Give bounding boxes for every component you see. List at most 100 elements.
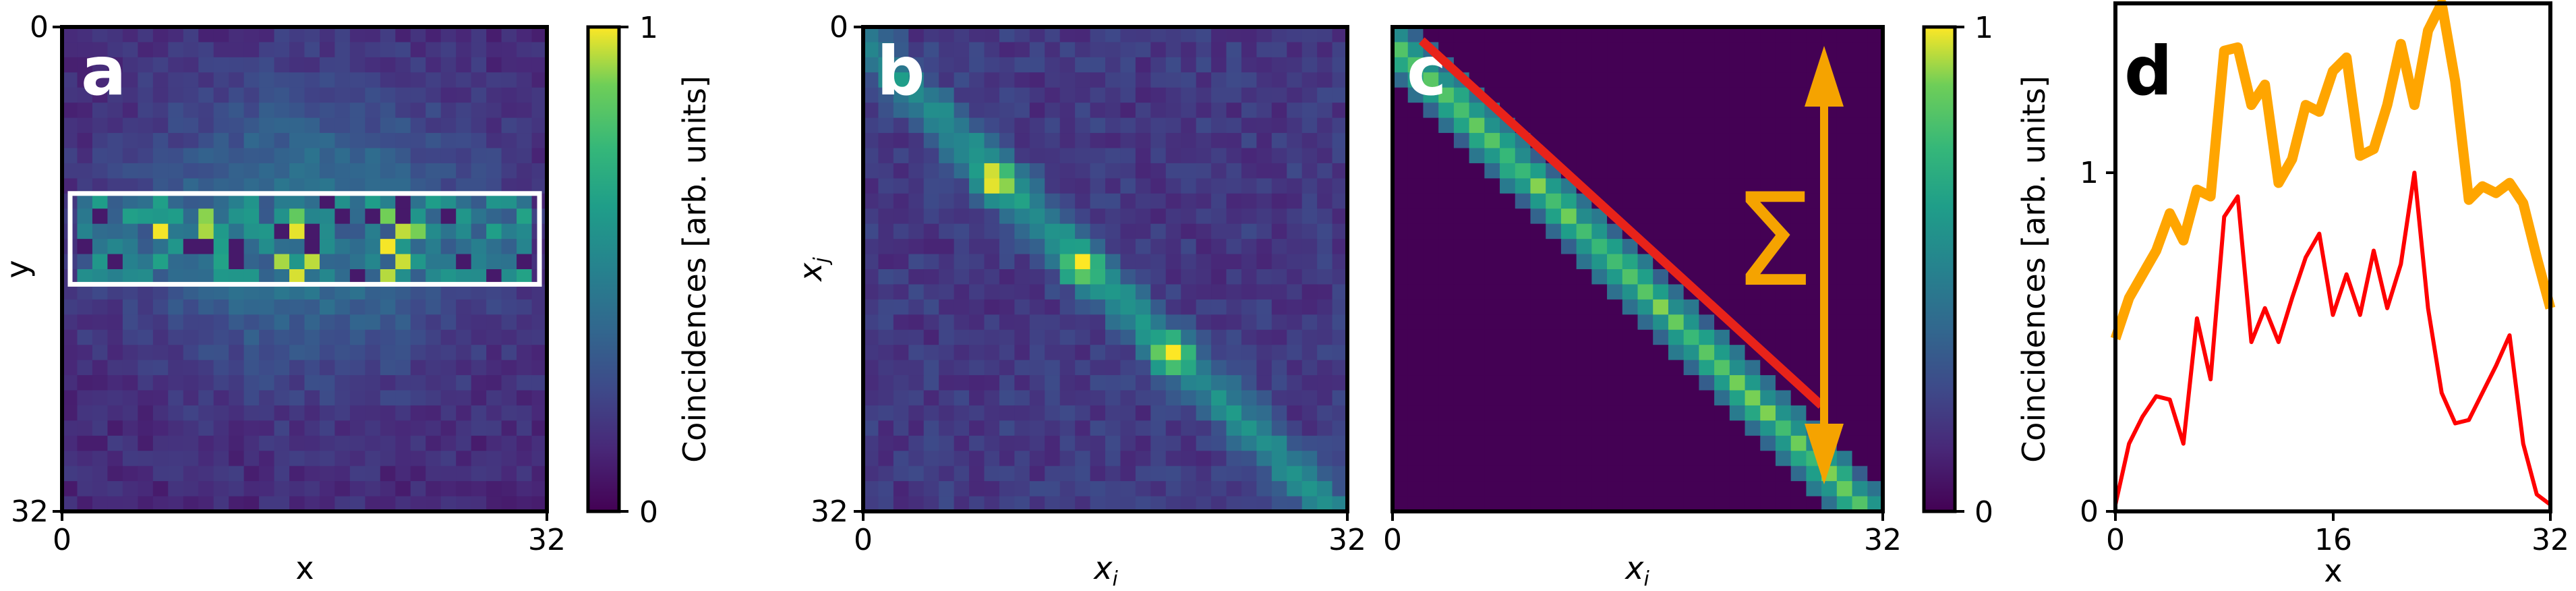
heatmap-c-cell [1560, 481, 1577, 497]
heatmap-a-cell [471, 133, 487, 149]
heatmap-a-cell [517, 87, 533, 103]
heatmap-c-cell [1867, 496, 1883, 512]
heatmap-b-cell [999, 345, 1015, 361]
heatmap-a-cell [380, 299, 396, 315]
heatmap-b-cell [1150, 208, 1167, 225]
heatmap-c-cell [1729, 163, 1746, 179]
heatmap-a-cell [138, 193, 154, 209]
heatmap-a-cell [471, 329, 487, 345]
heatmap-a-cell [107, 345, 123, 361]
heatmap-b-cell [969, 481, 985, 497]
heatmap-b-cell [1256, 178, 1272, 194]
heatmap-c-cell [1836, 42, 1853, 58]
heatmap-c-cell [1469, 27, 1485, 43]
heatmap-a-cell [471, 57, 487, 73]
heatmap-b-cell [1105, 178, 1121, 194]
heatmap-c-cell [1714, 481, 1730, 497]
heatmap-c-cell [1745, 314, 1761, 331]
heatmap-b-cell [908, 299, 925, 315]
heatmap-b-cell [1105, 314, 1121, 331]
heatmap-b-cell [1135, 223, 1151, 240]
heatmap-c-cell [1729, 103, 1746, 119]
heatmap-a-cell [426, 208, 442, 225]
heatmap-a-cell [304, 314, 320, 331]
heatmap-a-cell [501, 193, 517, 209]
heatmap-c-cell [1668, 329, 1685, 345]
heatmap-a-cell [168, 208, 184, 225]
heatmap-a-cell [410, 148, 426, 164]
heatmap-b-cell [893, 208, 909, 225]
heatmap-b-cell [984, 117, 1000, 134]
heatmap-c-cell [1668, 345, 1685, 361]
heatmap-c-cell [1607, 345, 1623, 361]
heatmap-a-cell [213, 103, 229, 119]
heatmap-a-cell [243, 239, 260, 255]
heatmap-c-cell [1653, 420, 1669, 437]
panel-a: a 0 32 0 32 x y [0, 10, 566, 586]
heatmap-a-cell [517, 117, 533, 134]
heatmap-a-cell [213, 193, 229, 209]
heatmap-c-cell [1407, 314, 1424, 331]
heatmap-a-cell [410, 193, 426, 209]
heatmap-c-cell [1546, 42, 1562, 58]
heatmap-b-cell [1059, 481, 1076, 497]
heatmap-a-cell [365, 193, 381, 209]
heatmap-b-cell [1045, 269, 1061, 285]
heatmap-b-cell [1271, 27, 1287, 43]
heatmap-b-cell [1256, 466, 1272, 482]
heatmap-c-cell [1836, 27, 1853, 43]
heatmap-b-cell [1045, 466, 1061, 482]
heatmap-a-cell [380, 239, 396, 255]
heatmap-c-cell [1546, 405, 1562, 421]
heatmap-a-cell [213, 208, 229, 225]
heatmap-c-cell [1806, 193, 1822, 209]
heatmap-a-cell [152, 27, 169, 43]
heatmap-b-cell [954, 284, 970, 300]
heatmap-b-cell [939, 345, 955, 361]
heatmap-c-cell [1423, 284, 1439, 300]
heatmap-b-cell [1181, 223, 1197, 240]
heatmap-a-cell [501, 435, 517, 451]
heatmap-c-cell [1683, 178, 1699, 194]
heatmap-a-cell [183, 466, 199, 482]
red-series-line [2113, 171, 2552, 507]
heatmap-a-cell [531, 451, 548, 467]
heatmap-c-cell [1622, 284, 1639, 300]
heatmap-b-cell [1332, 345, 1348, 361]
heatmap-b-cell [954, 299, 970, 315]
heatmap-c-cell [1515, 466, 1531, 482]
heatmap-b-cell [999, 390, 1015, 406]
heatmap-c-cell [1530, 163, 1546, 179]
heatmap-c-cell [1453, 87, 1470, 103]
heatmap-b-cell [1105, 481, 1121, 497]
heatmap-b-cell [1075, 345, 1091, 361]
heatmap-b-cell [984, 163, 1000, 179]
heatmap-b-cell [1075, 390, 1091, 406]
heatmap-b-cell [1317, 133, 1333, 149]
heatmap-a-cell [349, 496, 365, 512]
heatmap-c-cell [1668, 496, 1685, 512]
heatmap-a-cell [92, 329, 109, 345]
heatmap-b-cell [954, 103, 970, 119]
heatmap-c-cell [1453, 27, 1470, 43]
heatmap-a-cell [395, 239, 411, 255]
heatmap-b-cell [1181, 163, 1197, 179]
heatmap-a-cell [62, 405, 78, 421]
heatmap-c-cell [1515, 42, 1531, 58]
heatmap-c-cell [1469, 103, 1485, 119]
heatmap-b-cell [999, 42, 1015, 58]
heatmap-a-cell [304, 420, 320, 437]
heatmap-c-cell [1530, 178, 1546, 194]
heatmap-c-cell [1515, 223, 1531, 240]
heatmap-a-cell [77, 451, 93, 467]
heatmap-a-cell [456, 390, 472, 406]
heatmap-c-cell [1683, 451, 1699, 467]
heatmap-b-cell [1165, 133, 1181, 149]
heatmap-b-cell [1105, 299, 1121, 315]
heatmap-a-cell [349, 314, 365, 331]
heatmap-a-cell [501, 87, 517, 103]
heatmap-c-cell [1760, 117, 1776, 134]
heatmap-a-cell [410, 208, 426, 225]
heatmap-a-cell [517, 375, 533, 391]
heatmap-b-cell [1211, 27, 1227, 43]
